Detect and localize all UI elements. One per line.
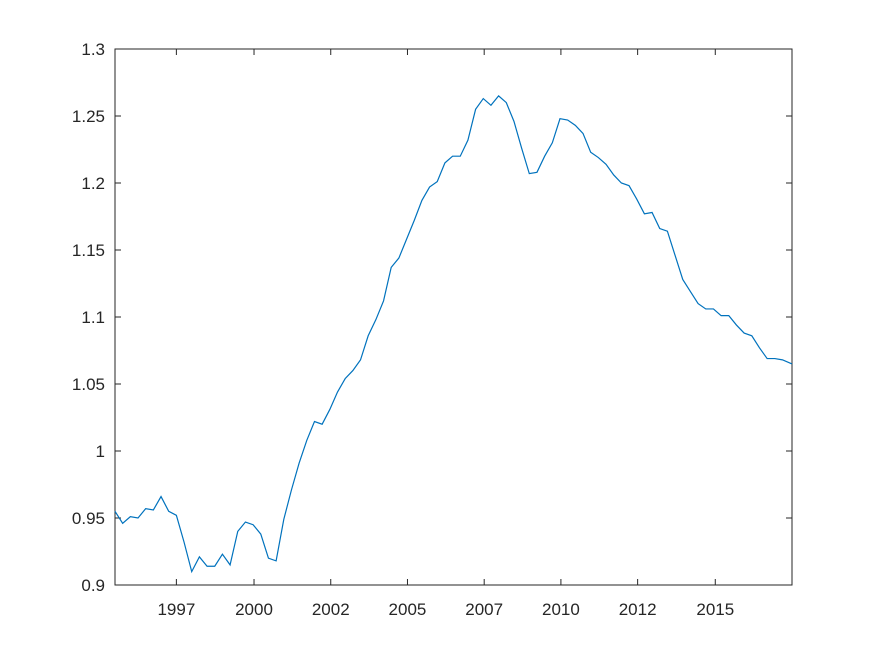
y-tick-label: 1 xyxy=(96,442,105,461)
y-tick-label: 1.1 xyxy=(81,308,105,327)
x-tick-label: 2012 xyxy=(619,600,657,619)
y-tick-label: 1.25 xyxy=(72,107,105,126)
x-axis-ticks: 1997 2000 2002 2005 2007 2010 2012 2015 xyxy=(157,49,734,619)
y-tick-label: 1.15 xyxy=(72,241,105,260)
x-tick-label: 2000 xyxy=(235,600,273,619)
y-tick-label: 1.05 xyxy=(72,375,105,394)
x-tick-label: 2010 xyxy=(542,600,580,619)
series-line xyxy=(114,95,793,574)
y-tick-label: 0.95 xyxy=(72,509,105,528)
y-tick-label: 1.3 xyxy=(81,40,105,59)
x-tick-label: 2005 xyxy=(389,600,427,619)
y-tick-label: 0.9 xyxy=(81,576,105,595)
x-tick-label: 2015 xyxy=(696,600,734,619)
x-tick-label: 2002 xyxy=(312,600,350,619)
y-tick-label: 1.2 xyxy=(81,174,105,193)
x-tick-label: 2007 xyxy=(465,600,503,619)
plot-area-frame xyxy=(114,48,793,586)
x-tick-label: 1997 xyxy=(157,600,195,619)
y-axis-ticks: 0.9 0.95 1 1.05 1.1 1.15 1.2 1.25 1.3 xyxy=(72,40,792,595)
